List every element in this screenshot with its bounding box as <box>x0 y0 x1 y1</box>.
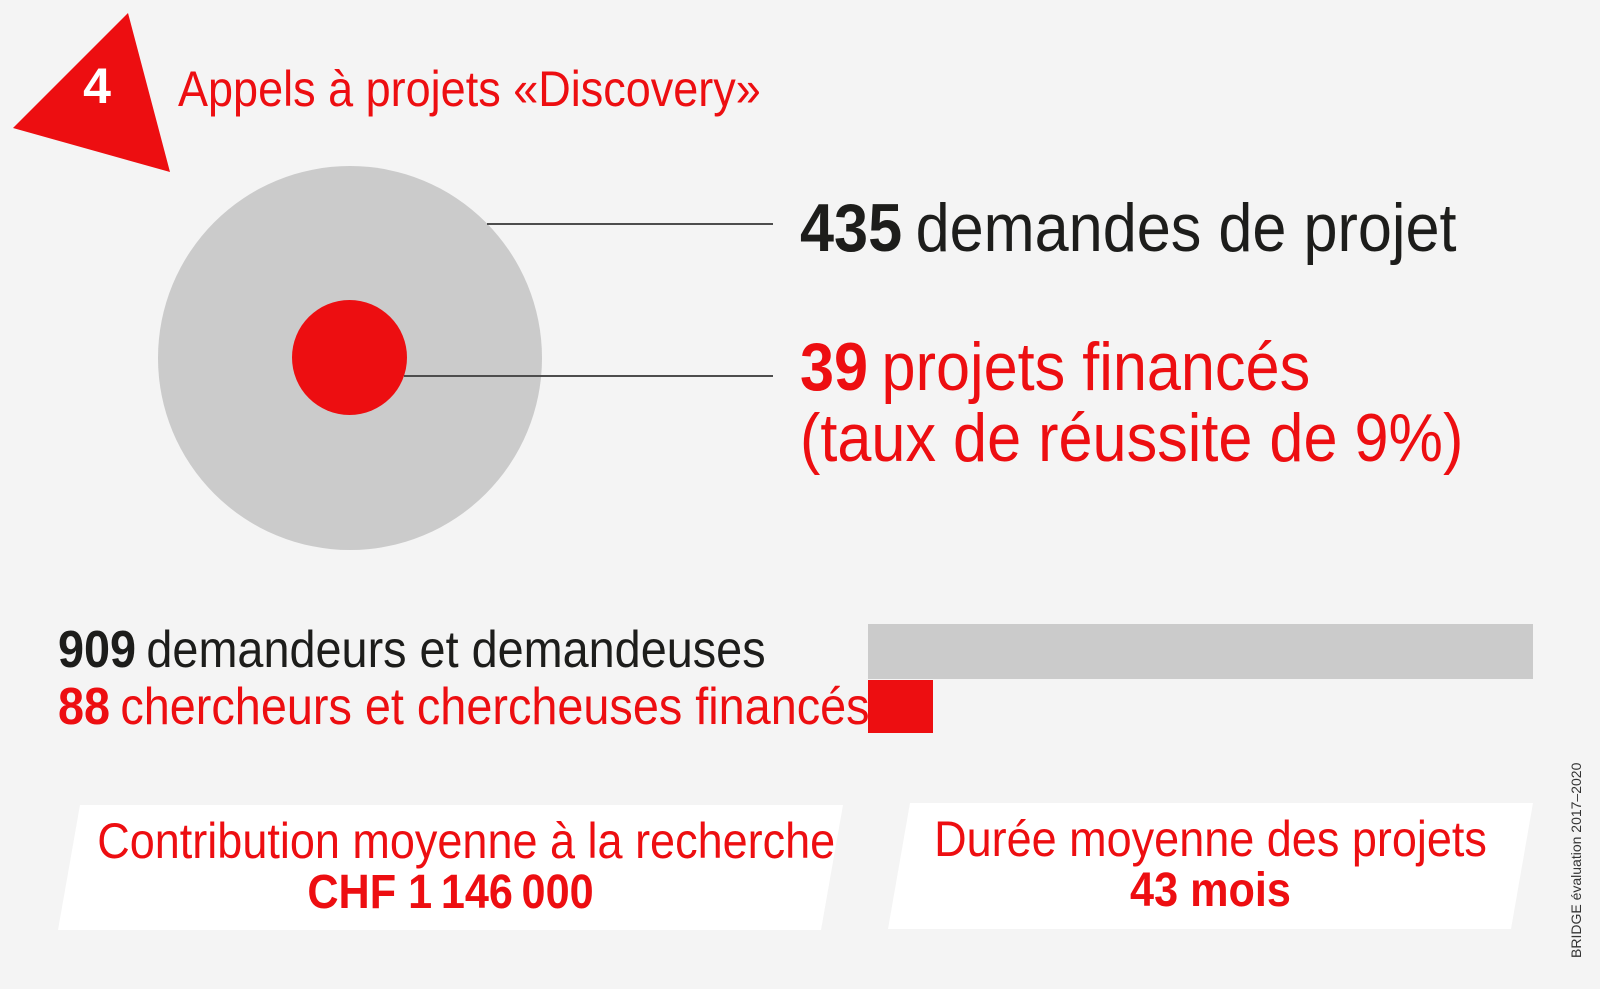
duration-value: 43 mois <box>1130 863 1291 917</box>
card-duration-content: Durée moyenne des projets 43 mois <box>920 803 1501 916</box>
applicants-count: 909 <box>58 621 137 679</box>
applicants-line: 909 demandeurs et demandeuses <box>58 621 870 679</box>
section-badge-triangle <box>13 13 170 172</box>
applicants-label: demandeurs et demandeuses <box>146 621 766 679</box>
funded-label: projets financés <box>881 329 1311 405</box>
funded-callout: 39 projets financés (taux de réussite de … <box>800 332 1463 473</box>
funded-researchers-line: 88 chercheurs et chercheuses financés <box>58 679 870 736</box>
page-title: Appels à projets «Discovery» <box>178 61 761 117</box>
credit-vertical-text: BRIDGE évaluation 2017–2020 <box>1568 762 1584 958</box>
contribution-value: CHF 1 146 000 <box>307 865 594 919</box>
funded-researchers-label: chercheurs et chercheuses financés <box>120 678 870 737</box>
connector-line-funded <box>404 375 773 377</box>
funded-callout-line1: 39 projets financés <box>800 332 1463 403</box>
applications-label: demandes de projet <box>915 190 1457 266</box>
contribution-label: Contribution moyenne à la recherche <box>97 813 836 869</box>
badge-number: 4 <box>83 58 111 114</box>
applications-callout: 435 demandes de projet <box>800 194 1457 262</box>
card-contribution-content: Contribution moyenne à la recherche CHF … <box>97 805 804 918</box>
duration-label: Durée moyenne des projets <box>934 811 1487 867</box>
funded-projects-circle <box>292 300 407 415</box>
funded-success-rate-note: (taux de réussite de 9%) <box>800 399 1464 476</box>
funded-researchers-bar <box>868 680 933 733</box>
people-stats: 909 demandeurs et demandeuses 88 chercheur… <box>58 621 870 736</box>
connector-line-applications <box>487 223 773 225</box>
applications-count: 435 <box>800 190 903 266</box>
funded-researchers-count: 88 <box>58 678 111 737</box>
funded-count: 39 <box>800 329 869 405</box>
card-duration: Durée moyenne des projets 43 mois <box>888 803 1533 929</box>
applicants-bar <box>868 624 1533 679</box>
card-contribution: Contribution moyenne à la recherche CHF … <box>58 805 843 930</box>
